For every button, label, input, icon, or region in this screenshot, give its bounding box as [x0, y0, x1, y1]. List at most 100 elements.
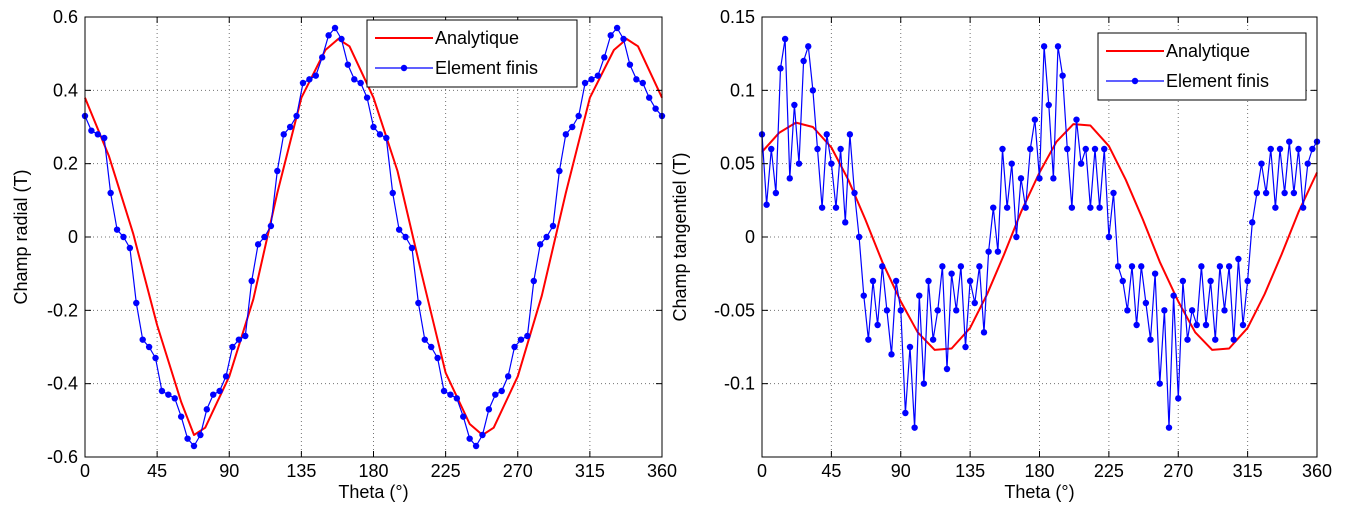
data-point — [395, 226, 403, 233]
data-point — [795, 160, 803, 167]
data-point — [267, 222, 275, 230]
data-point — [190, 442, 198, 450]
data-point — [293, 112, 300, 120]
data-point — [837, 145, 844, 153]
x-tick-label: 360 — [1302, 461, 1332, 481]
y-tick-label: 0.1 — [730, 80, 755, 100]
data-point — [613, 24, 621, 32]
x-tick-label: 180 — [358, 461, 388, 481]
data-point — [633, 76, 640, 83]
data-point — [929, 336, 937, 343]
data-point — [139, 336, 146, 343]
data-point — [1165, 424, 1173, 431]
data-point — [939, 263, 946, 270]
data-point — [962, 343, 969, 351]
data-point — [549, 222, 557, 230]
data-point — [203, 406, 211, 413]
data-point — [943, 365, 951, 373]
data-point — [855, 233, 863, 241]
data-point — [1008, 160, 1015, 167]
data-point — [389, 189, 396, 197]
legend-marker — [400, 64, 408, 72]
data-point — [1161, 307, 1168, 314]
data-point — [434, 354, 441, 362]
data-point — [280, 131, 287, 138]
data-point — [94, 131, 102, 138]
data-point — [1040, 43, 1048, 50]
x-tick-label: 315 — [575, 461, 605, 481]
data-point — [1064, 145, 1071, 153]
data-point — [1262, 189, 1270, 197]
data-point — [274, 167, 281, 175]
legend-box — [1097, 32, 1307, 101]
data-point — [543, 233, 550, 241]
data-point — [1096, 204, 1103, 211]
data-point — [511, 343, 518, 351]
legend-entry-label: Analytique — [1166, 41, 1250, 61]
data-point — [1188, 307, 1196, 314]
data-point — [158, 387, 166, 395]
data-point — [1202, 321, 1210, 329]
data-point — [1276, 145, 1284, 153]
x-tick-label: 45 — [147, 461, 167, 481]
data-point — [953, 307, 960, 314]
data-point — [325, 32, 332, 39]
data-point — [1101, 145, 1108, 153]
data-point — [171, 395, 178, 402]
y-tick-label: 0.15 — [720, 7, 755, 27]
data-point — [1225, 263, 1233, 270]
data-point — [222, 373, 230, 380]
data-point — [1286, 138, 1293, 145]
x-tick-label: 225 — [1094, 461, 1124, 481]
data-point — [851, 189, 858, 197]
data-point — [376, 131, 384, 138]
data-point — [1244, 277, 1251, 285]
data-point — [101, 134, 108, 142]
data-point — [966, 277, 974, 285]
data-point — [1013, 233, 1020, 241]
data-point — [883, 307, 891, 314]
data-point — [920, 380, 928, 387]
data-point — [1184, 336, 1191, 343]
data-point — [485, 406, 493, 413]
data-point — [1068, 204, 1076, 211]
series-line-1 — [84, 38, 663, 436]
data-point — [1309, 145, 1316, 153]
data-point — [299, 79, 307, 87]
data-point — [846, 131, 854, 138]
data-point — [363, 94, 371, 101]
data-point — [1142, 299, 1150, 307]
data-point — [152, 354, 159, 362]
data-point — [184, 435, 191, 442]
data-point — [832, 204, 840, 211]
data-point — [466, 435, 473, 442]
data-point — [415, 299, 422, 307]
x-tick-label: 180 — [1024, 461, 1054, 481]
chart-panel-1: 0 45 90 135 180 225 270 315 360 0.6 0.4 0.2 0 -0.2 -0.… — [11, 7, 677, 502]
data-point — [1073, 116, 1080, 123]
data-point — [1239, 321, 1247, 329]
data-point — [626, 61, 634, 68]
data-point — [1249, 219, 1256, 226]
data-point — [408, 244, 416, 252]
x-axis-label: Theta (°) — [338, 482, 408, 502]
data-point — [1017, 175, 1025, 182]
data-point — [781, 35, 789, 43]
data-point — [1281, 189, 1288, 197]
data-point — [1091, 145, 1099, 153]
chart-panel-2: 0 45 90 135 180 225 270 315 360 0.15 0.1 0.05 0 -0.05… — [670, 7, 1332, 502]
data-point — [581, 79, 589, 87]
x-tick-label: 225 — [431, 461, 461, 481]
data-point — [1304, 160, 1311, 167]
data-point — [113, 226, 121, 233]
data-point — [869, 277, 877, 285]
legend-box — [366, 19, 578, 88]
y-tick-label: 0 — [745, 227, 755, 247]
data-point — [1272, 204, 1279, 211]
data-point — [383, 134, 390, 142]
data-point — [242, 332, 249, 340]
data-point — [460, 413, 467, 420]
data-point — [1235, 255, 1242, 263]
data-point — [1110, 189, 1117, 197]
